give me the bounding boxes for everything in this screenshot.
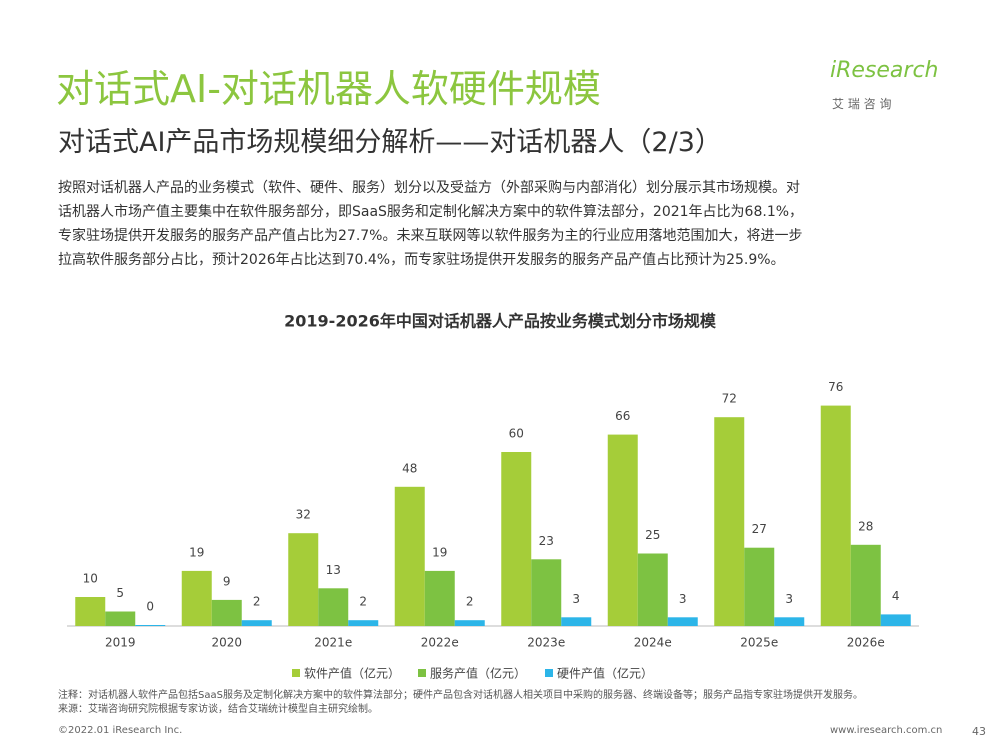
bar (744, 547, 775, 626)
chart-title: 2019-2026年中国对话机器人产品按业务模式划分市场规模 (284, 312, 717, 331)
bar (501, 452, 532, 626)
data-label: 25 (645, 528, 660, 542)
bar (531, 559, 562, 626)
x-tick-label: 2025e (740, 636, 778, 650)
bar (607, 434, 638, 626)
data-label: 19 (432, 545, 447, 559)
bar (424, 570, 455, 626)
data-label: 2 (359, 595, 367, 609)
data-label: 3 (679, 592, 687, 606)
x-tick-label: 2024e (634, 636, 672, 650)
data-label: 0 (146, 600, 154, 614)
legend-label: 服务产值（亿元） (430, 666, 526, 681)
data-label: 3 (572, 592, 580, 606)
data-label: 2 (253, 595, 261, 609)
bar (454, 620, 485, 626)
slide-title: 对话式AI-对话机器人软硬件规模 (56, 67, 601, 111)
data-label: 76 (828, 380, 843, 394)
logo-cn: 艾 瑞 咨 询 (832, 97, 892, 111)
bar (820, 405, 851, 626)
logo: iResearch (830, 58, 939, 83)
data-label: 60 (509, 427, 524, 441)
bar (75, 597, 106, 626)
bar (211, 599, 242, 626)
legend-label: 硬件产值（亿元） (557, 666, 653, 681)
data-label: 19 (189, 545, 204, 559)
data-label: 27 (752, 522, 767, 536)
data-label: 66 (615, 409, 630, 423)
data-label: 2 (466, 595, 474, 609)
x-tick-label: 2019 (105, 636, 136, 650)
x-tick-label: 2023e (527, 636, 565, 650)
paragraph-line: 话机器人市场产值主要集中在软件服务部分，即SaaS服务和定制化解决方案中的软件算… (58, 204, 804, 220)
x-tick-label: 2020 (211, 636, 242, 650)
note: 注释：对话机器人软件产品包括SaaS服务及定制化解决方案中的软件算法部分；硬件产… (58, 690, 863, 701)
x-tick-label: 2022e (421, 636, 459, 650)
bar (241, 620, 272, 626)
slide-subtitle: 对话式AI产品市场规模细分解析——对话机器人（2/3） (58, 127, 722, 158)
x-tick-label: 2021e (314, 636, 352, 650)
bar (318, 588, 349, 626)
data-label: 72 (722, 392, 737, 406)
bar (181, 570, 212, 626)
bar (348, 620, 379, 626)
data-label: 32 (296, 508, 311, 522)
bar (714, 417, 745, 626)
bar (135, 625, 166, 626)
data-label: 13 (326, 563, 341, 577)
legend-swatch (418, 669, 426, 677)
paragraph-line: 按照对话机器人产品的业务模式（软件、硬件、服务）划分以及受益方（外部采购与内部消… (58, 180, 800, 196)
bar (637, 553, 668, 626)
bar (774, 617, 805, 626)
bar (394, 486, 425, 626)
data-label: 3 (785, 592, 793, 606)
page-number: 43 (972, 725, 986, 738)
data-label: 4 (892, 589, 900, 603)
paragraph-line: 拉高软件服务部分占比，预计2026年占比达到70.4%，而专家驻场提供开发服务的… (58, 252, 785, 268)
bar (880, 614, 911, 626)
source: 来源：艾瑞咨询研究院根据专家访谈，结合艾瑞统计模型自主研究绘制。 (58, 704, 378, 715)
url: www.iresearch.com.cn (830, 725, 943, 736)
copyright: ©2022.01 iResearch Inc. (58, 725, 183, 736)
bar (105, 611, 136, 626)
bar (288, 533, 319, 626)
data-label: 23 (539, 534, 554, 548)
paragraph-line: 专家驻场提供开发服务的服务产品产值占比为27.7%。未来互联网等以软件服务为主的… (58, 228, 803, 244)
bar (561, 617, 592, 626)
bar (850, 544, 881, 626)
legend-swatch (545, 669, 553, 677)
data-label: 5 (116, 586, 124, 600)
data-label: 48 (402, 461, 417, 475)
data-label: 10 (83, 572, 98, 586)
data-label: 28 (858, 519, 873, 533)
data-label: 9 (223, 574, 231, 588)
x-tick-label: 2026e (847, 636, 885, 650)
bar (667, 617, 698, 626)
legend-label: 软件产值（亿元） (304, 666, 400, 681)
paragraph: 按照对话机器人产品的业务模式（软件、硬件、服务）划分以及受益方（外部采购与内部消… (58, 176, 803, 272)
legend-swatch (292, 669, 300, 677)
